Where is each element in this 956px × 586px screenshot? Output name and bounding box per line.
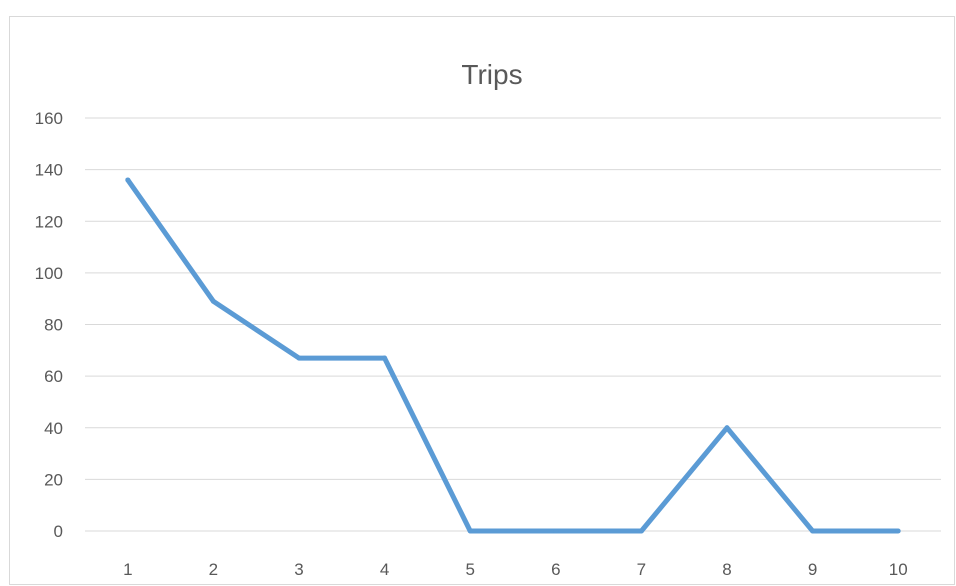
y-tick-label: 100: [35, 264, 63, 283]
x-tick-label: 7: [637, 560, 646, 579]
x-tick-label: 2: [209, 560, 218, 579]
chart-frame: [9, 16, 955, 585]
y-tick-label: 40: [44, 419, 63, 438]
y-tick-label: 120: [35, 212, 63, 231]
data-point: [382, 355, 388, 361]
data-point: [125, 177, 131, 183]
chart-title: Trips: [461, 59, 522, 90]
x-tick-label: 5: [465, 560, 474, 579]
data-point: [724, 425, 730, 431]
x-tick-label: 4: [380, 560, 389, 579]
x-tick-label: 3: [294, 560, 303, 579]
data-point: [638, 528, 644, 534]
data-point: [553, 528, 559, 534]
y-tick-label: 80: [44, 316, 63, 335]
data-point: [210, 298, 216, 304]
series-line: [125, 178, 899, 534]
y-tick-label: 20: [44, 470, 63, 489]
data-point: [895, 528, 901, 534]
data-point: [296, 355, 302, 361]
x-tick-label: 8: [722, 560, 731, 579]
x-tick-label: 1: [123, 560, 132, 579]
y-tick-label: 140: [35, 161, 63, 180]
y-tick-label: 0: [54, 522, 63, 541]
x-axis-tick-labels: 1 2 3 4 5 6 7 8 9 10: [123, 560, 908, 579]
data-point: [810, 528, 816, 534]
x-tick-label: 6: [551, 560, 560, 579]
y-tick-label: 60: [44, 367, 63, 386]
y-axis-tick-labels: 0 20 40 60 80 100 120 140 160: [35, 109, 63, 541]
x-tick-label: 10: [889, 560, 908, 579]
series-layer: [125, 177, 901, 534]
gridlines: [85, 117, 941, 532]
x-tick-label: 9: [808, 560, 817, 579]
y-tick-label: 160: [35, 109, 63, 128]
data-point: [467, 528, 473, 534]
